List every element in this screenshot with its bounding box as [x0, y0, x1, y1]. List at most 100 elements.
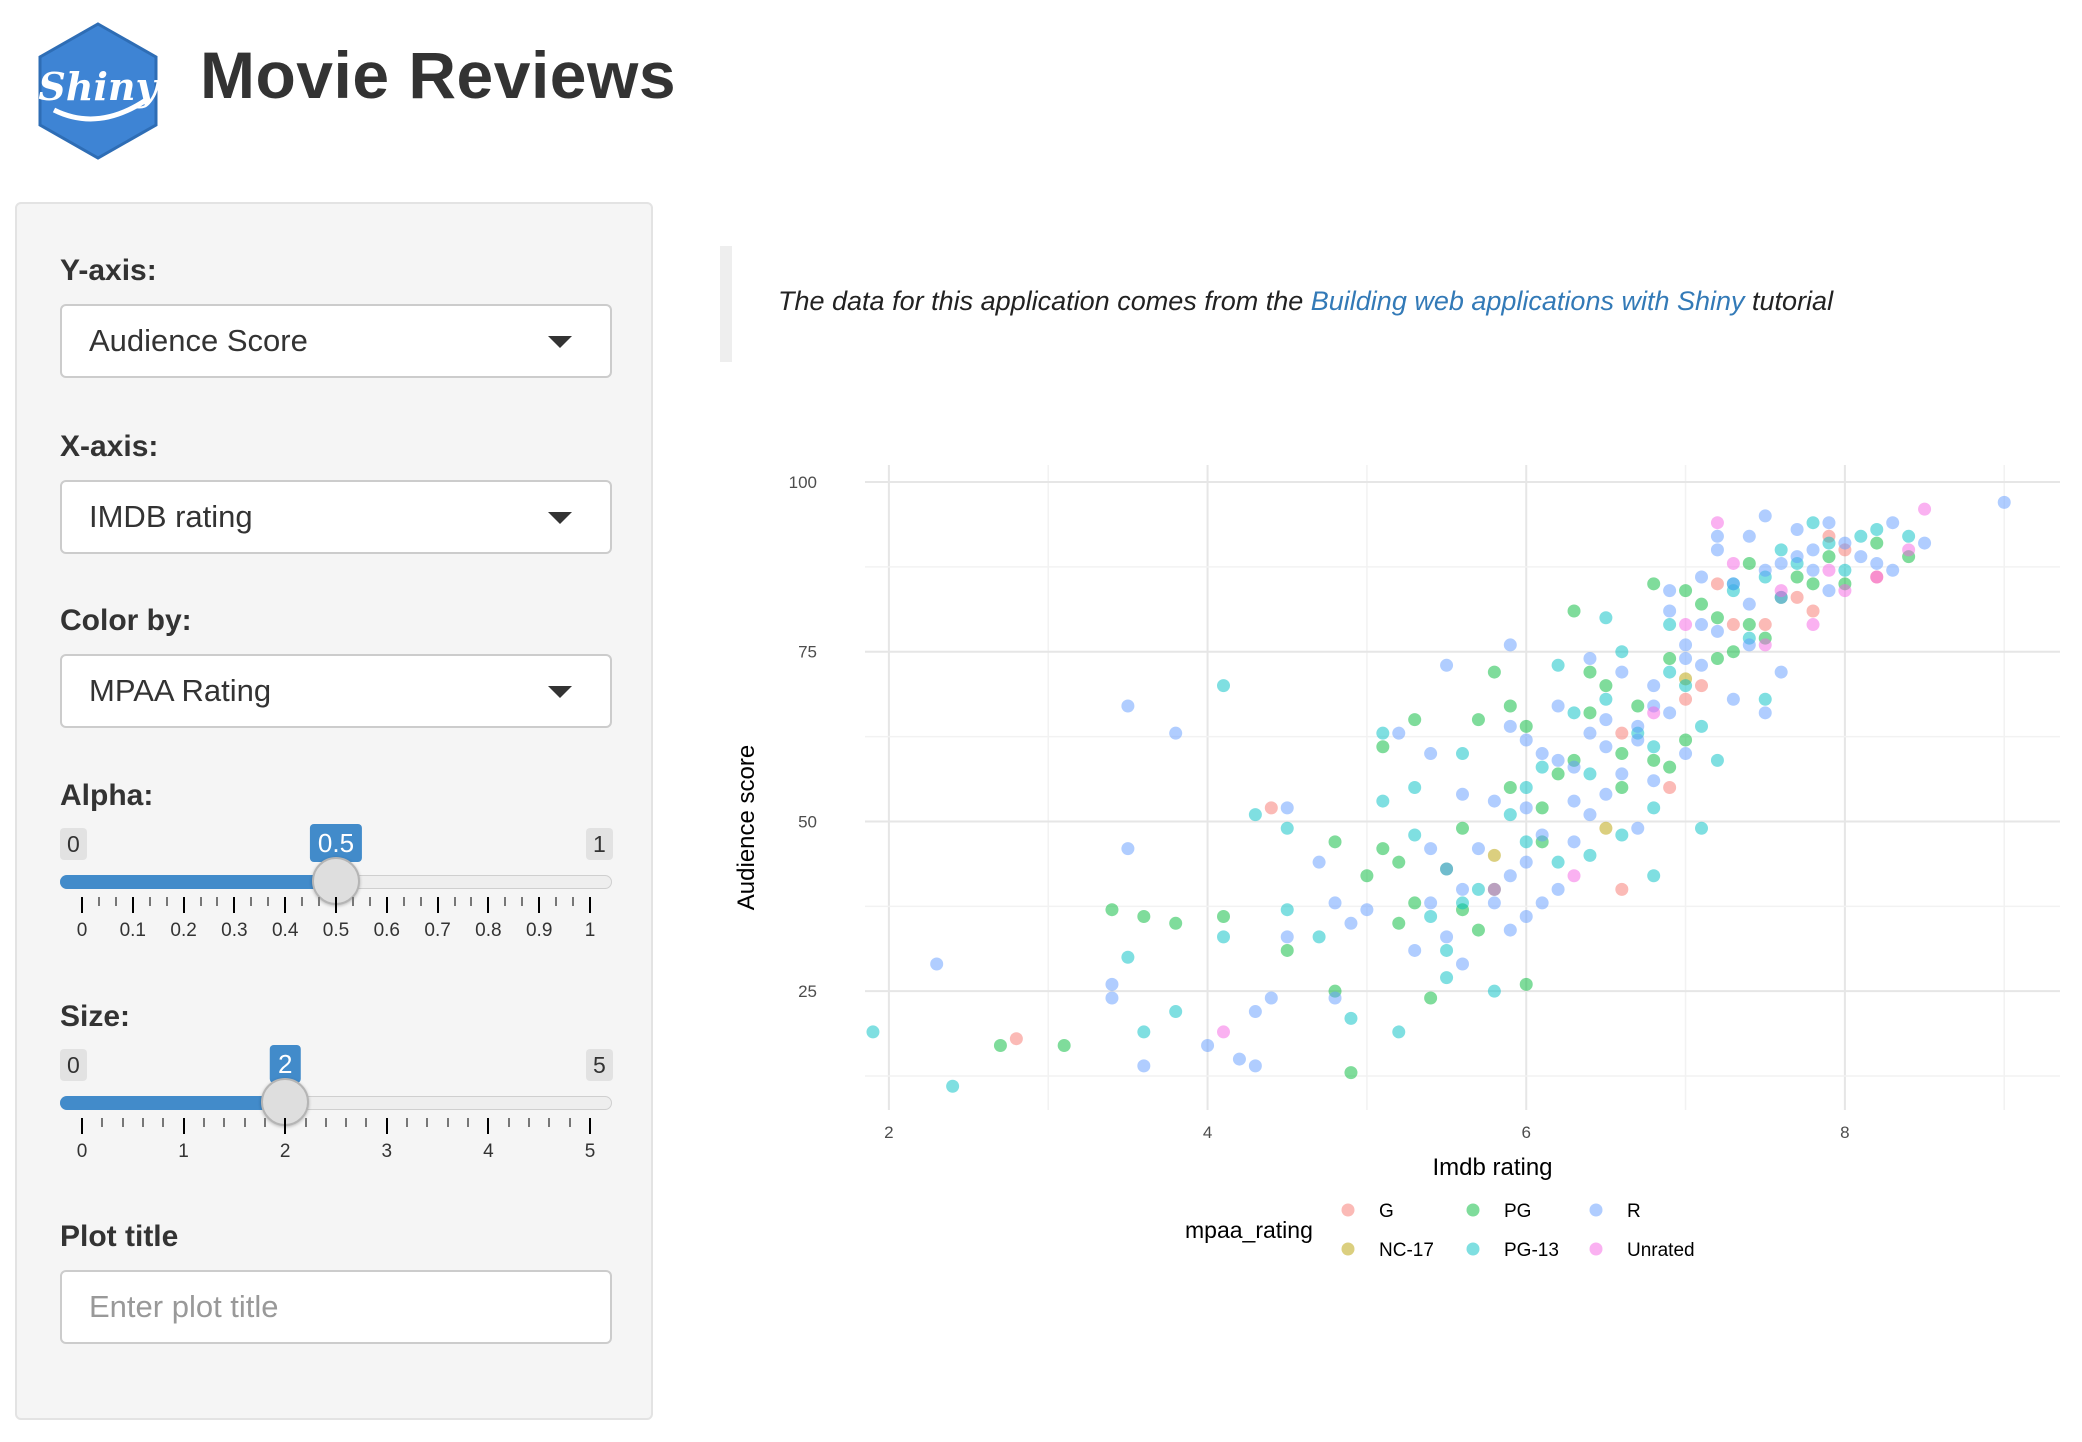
slider-minor-tick [453, 897, 456, 906]
data-point-pg [1471, 713, 1485, 727]
data-point-pg-13 [1663, 618, 1677, 632]
data-point-r [1503, 869, 1517, 883]
slider-minor-tick [318, 897, 321, 906]
data-point-pg-13 [866, 1025, 880, 1039]
color-by-select-value: MPAA Rating [89, 673, 272, 708]
data-point-r [1742, 638, 1756, 652]
slider-minor-tick [548, 1118, 551, 1127]
data-point-pg-13 [1408, 828, 1422, 842]
slider-tick-label: 3 [381, 1141, 393, 1162]
scatter-plot: 2 4 6 8 25 50 75 100 Imdb rating Audience score mp… [733, 465, 2060, 1261]
data-point-unrated [1870, 570, 1884, 584]
data-point-pg [1726, 645, 1740, 659]
slider-major-tick [182, 897, 185, 913]
data-point-pg [1663, 760, 1677, 774]
data-point-pg [1392, 916, 1406, 930]
data-point-r [1695, 570, 1708, 584]
slider-minor-tick [148, 897, 151, 906]
slider-minor-tick [216, 897, 219, 906]
data-point-pg-13 [1519, 835, 1533, 849]
data-point-pg [1392, 855, 1406, 869]
data-point-r [1806, 563, 1820, 577]
data-point-pg [1471, 923, 1485, 937]
data-point-pg-13 [1376, 794, 1390, 808]
data-point-pg [1408, 896, 1422, 910]
data-point-nc-17 [1599, 821, 1613, 835]
slider-minor-tick [419, 897, 422, 906]
data-point-r [1424, 896, 1438, 910]
y-tick-label: 50 [798, 812, 817, 831]
data-point-pg [1663, 652, 1677, 665]
data-point-r [1647, 679, 1661, 693]
x-axis-select-value: IMDB rating [89, 499, 253, 534]
data-point-pg-13 [1647, 801, 1661, 815]
data-point-pg-13 [1248, 808, 1262, 822]
tutorial-link[interactable]: Building web applications with Shiny [1310, 286, 1745, 316]
data-point-pg [1424, 991, 1438, 1005]
size-slider[interactable]: 0 5 2 0 1 2 3 4 5 [60, 1045, 620, 1199]
data-point-r [1105, 977, 1119, 991]
slider-tick-label: 0.1 [119, 920, 147, 941]
data-point-g [1695, 679, 1708, 693]
data-point-pg [1376, 740, 1390, 754]
caret-down-icon [548, 512, 572, 524]
data-point-pg-13 [1217, 679, 1230, 693]
data-point-r [1440, 862, 1454, 876]
x-tick-label: 8 [1840, 1123, 1849, 1142]
slider-major-tick [233, 897, 236, 913]
slider-tick-label: 0.5 [322, 920, 350, 941]
data-point-pg [1615, 747, 1629, 761]
data-point-g [1790, 590, 1804, 604]
slider-minor-tick [555, 897, 558, 906]
alpha-min-label: 0 [60, 828, 87, 860]
data-point-r [1774, 556, 1788, 570]
data-point-r [1663, 584, 1677, 598]
data-point-pg-13 [1663, 665, 1677, 679]
data-point-unrated [1774, 584, 1788, 598]
data-point-r [1503, 719, 1517, 733]
x-axis-select[interactable]: IMDB rating [60, 480, 612, 554]
data-point-pg-13 [1519, 781, 1533, 794]
slider-minor-tick [97, 897, 100, 906]
data-point-pg-13 [1774, 543, 1788, 557]
slider-major-tick [81, 897, 83, 913]
slider-minor-tick [470, 897, 473, 906]
slider-minor-tick [243, 1118, 246, 1127]
data-point-pg-13 [1551, 855, 1565, 869]
data-point-r [1742, 597, 1756, 611]
blockquote-bar [720, 246, 732, 362]
data-point-r [1679, 638, 1693, 652]
data-point-pg [1710, 652, 1724, 665]
y-axis-select[interactable]: Audience Score [60, 304, 612, 378]
color-by-select[interactable]: MPAA Rating [60, 654, 612, 728]
data-point-r [1726, 577, 1740, 591]
data-point-r [1503, 638, 1517, 652]
plot-title-input[interactable] [60, 1270, 612, 1344]
data-point-r [1344, 916, 1358, 930]
data-point-pg-13 [1583, 848, 1597, 862]
legend-key-pg-13 [1466, 1242, 1480, 1256]
data-point-r [1758, 706, 1772, 720]
color-by-label: Color by: [60, 604, 192, 637]
data-point-pg [993, 1039, 1007, 1052]
data-point-r [1487, 794, 1501, 808]
data-point-pg [1503, 781, 1517, 794]
alpha-label: Alpha: [60, 779, 154, 812]
data-point-pg-13 [1169, 1005, 1183, 1019]
data-point-r [1599, 740, 1613, 754]
data-point-pg [1742, 618, 1756, 632]
data-point-r [1456, 882, 1469, 896]
y-tick-label: 75 [798, 643, 817, 662]
slider-minor-tick [165, 897, 168, 906]
slider-major-tick [589, 897, 591, 913]
alpha-slider[interactable]: 0 1 0.5 0 0.1 0.2 0.3 0.4 0.5 0.6 0.7 0.8 0.9 1 [60, 824, 620, 978]
data-point-r [1519, 855, 1533, 869]
slider-minor-tick [199, 897, 202, 906]
slider-major-tick [538, 897, 541, 913]
data-point-pg-13 [1902, 529, 1916, 543]
data-point-pg [1599, 679, 1613, 693]
description-before: The data for this application comes from… [778, 286, 1311, 316]
data-point-unrated [1679, 618, 1693, 632]
data-point-r [1551, 753, 1565, 767]
data-point-pg [1583, 665, 1597, 679]
